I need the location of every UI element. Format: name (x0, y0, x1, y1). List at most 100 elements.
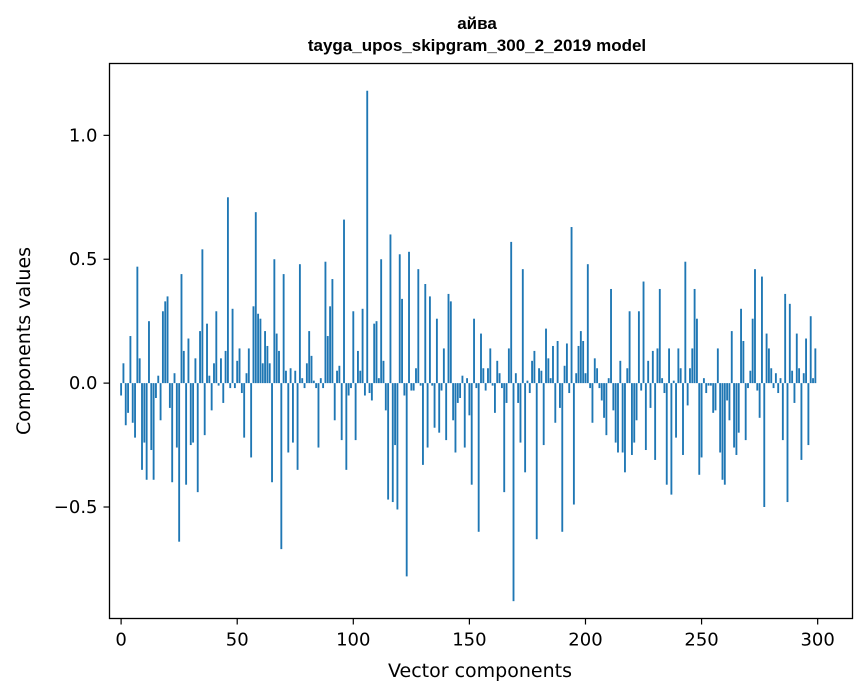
bar-component-195 (572, 383, 575, 505)
bar-component-2 (124, 383, 127, 426)
bar-component-217 (624, 383, 626, 473)
bar-component-250 (700, 383, 703, 458)
bar-component-128 (417, 269, 420, 384)
bar-component-234 (663, 383, 666, 394)
bar-component-207 (600, 383, 603, 401)
bar-component-132 (426, 383, 429, 448)
bar-component-280 (770, 368, 773, 384)
bar-component-191 (563, 365, 566, 384)
bar-component-101 (354, 383, 357, 441)
bar-component-61 (261, 363, 264, 384)
chart-subtitle: tayga_upos_skipgram_300_2_2019 model (308, 36, 646, 55)
bar-component-133 (428, 296, 431, 384)
bar-component-247 (693, 288, 696, 384)
bar-component-19 (164, 301, 167, 384)
bar-component-87 (322, 383, 325, 389)
bar-component-162 (496, 360, 499, 384)
bar-component-283 (777, 383, 780, 394)
bar-component-259 (721, 383, 724, 480)
bar-component-25 (178, 383, 181, 542)
bar-component-62 (264, 331, 266, 384)
bar-component-91 (331, 279, 334, 384)
y-tick-label: 0.5 (69, 249, 98, 270)
bar-component-90 (329, 306, 332, 384)
bar-component-140 (445, 383, 448, 441)
bar-component-105 (363, 383, 366, 396)
bar-component-49 (233, 383, 236, 389)
bar-component-299 (814, 348, 817, 384)
bar-component-274 (756, 383, 759, 391)
bar-component-84 (315, 383, 318, 389)
bar-component-108 (370, 383, 373, 401)
bar-component-113 (382, 360, 385, 384)
x-tick-label: 200 (568, 630, 602, 651)
bar-component-235 (665, 383, 668, 485)
bar-component-79 (303, 383, 306, 389)
bar-component-266 (737, 383, 740, 433)
x-tick-label: 50 (226, 630, 249, 651)
bar-component-281 (772, 383, 775, 389)
bar-component-285 (781, 383, 784, 441)
bar-component-268 (742, 341, 745, 384)
bar-component-10 (143, 383, 146, 443)
bar-component-83 (312, 380, 315, 384)
bar-component-147 (461, 375, 464, 384)
bar-component-78 (301, 378, 304, 384)
bars-group (120, 90, 817, 602)
bar-component-72 (287, 383, 290, 453)
bar-component-57 (252, 306, 255, 384)
bar-component-53 (243, 383, 246, 438)
bar-component-34 (199, 331, 201, 384)
bar-component-15 (155, 383, 157, 398)
bar-component-131 (424, 284, 427, 384)
x-tick-label: 250 (684, 630, 718, 651)
bar-component-14 (152, 383, 155, 480)
bar-component-251 (702, 378, 705, 384)
bar-component-127 (415, 368, 417, 384)
bar-component-284 (779, 378, 782, 384)
bar-component-189 (559, 383, 561, 408)
bar-component-187 (554, 383, 557, 423)
bar-component-296 (807, 383, 810, 446)
bar-component-153 (475, 383, 478, 389)
bar-component-199 (582, 341, 585, 384)
bar-component-31 (192, 383, 195, 443)
bar-component-66 (273, 259, 276, 384)
y-axis: −0.5 0.0 0.5 1.0 (54, 125, 110, 518)
bar-component-275 (758, 383, 761, 418)
bar-component-137 (438, 383, 441, 433)
bar-component-157 (484, 383, 487, 391)
bar-component-174 (524, 383, 527, 473)
bar-component-271 (749, 370, 752, 384)
bar-component-262 (728, 383, 731, 421)
x-axis: 0 50 100 150 200 250 300 (115, 618, 835, 651)
bar-component-43 (220, 358, 222, 384)
bar-component-4 (129, 336, 132, 384)
y-tick-label: 0.0 (69, 373, 98, 394)
x-tick-label: 300 (800, 630, 834, 651)
bar-component-124 (408, 251, 410, 384)
bar-component-256 (714, 383, 717, 411)
bar-component-267 (740, 308, 742, 384)
bar-component-188 (556, 341, 559, 384)
bar-component-254 (709, 383, 712, 386)
bar-component-70 (282, 274, 285, 384)
bar-component-145 (456, 383, 459, 403)
bar-component-179 (535, 383, 538, 540)
bar-component-210 (607, 378, 610, 384)
bar-component-168 (510, 241, 513, 384)
bar-component-169 (512, 383, 515, 602)
bar-component-203 (591, 383, 594, 423)
bar-component-24 (175, 383, 178, 448)
bar-component-93 (336, 370, 338, 384)
bar-component-230 (654, 383, 657, 460)
bar-component-172 (519, 383, 522, 443)
bar-component-173 (521, 269, 524, 384)
bar-component-229 (651, 350, 654, 384)
bar-component-149 (466, 378, 468, 384)
bar-component-144 (454, 383, 457, 453)
bar-component-73 (289, 368, 292, 384)
bar-component-205 (596, 368, 599, 384)
bar-component-115 (387, 383, 390, 500)
bar-component-276 (761, 276, 763, 384)
